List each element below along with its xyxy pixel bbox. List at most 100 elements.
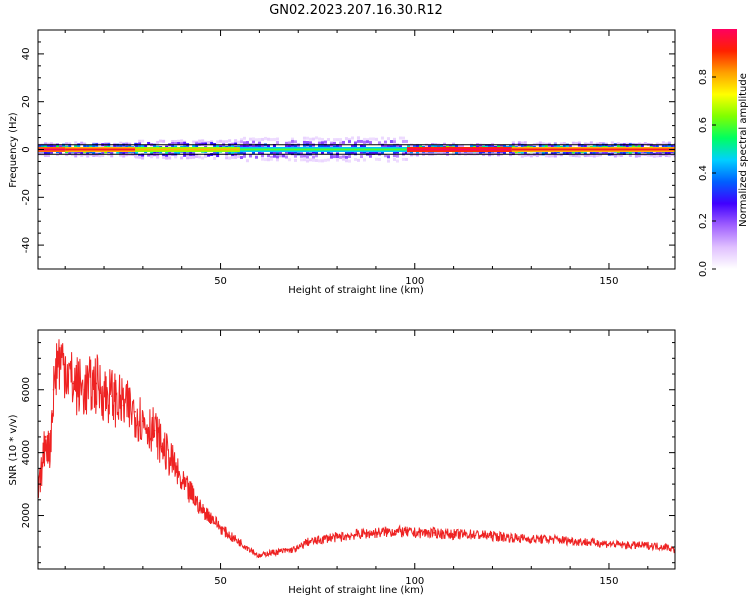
heatmap-cell xyxy=(141,139,145,143)
heatmap-cell xyxy=(128,142,132,146)
heatmap-cell xyxy=(150,150,154,154)
heatmap-cell xyxy=(406,151,410,155)
heatmap-cell xyxy=(201,139,205,143)
heatmap-cell xyxy=(260,143,264,147)
heatmap-cell xyxy=(189,156,193,160)
snr-point xyxy=(48,451,51,454)
heatmap-cell xyxy=(156,153,160,157)
heatmap-cell xyxy=(556,145,560,149)
heatmap-cell xyxy=(207,153,211,157)
heatmap-cell xyxy=(138,142,142,146)
heatmap-cell xyxy=(484,150,488,154)
heatmap-cell xyxy=(302,154,306,158)
heatmap-cell xyxy=(341,155,345,159)
heatmap-cell xyxy=(359,150,363,154)
heatmap-cell xyxy=(335,158,339,162)
heatmap-cell xyxy=(392,157,396,161)
colorbar: 0.0 0.2 0.4 0.6 0.8 Normalized spectral ampl… xyxy=(698,29,749,277)
heatmap-cell xyxy=(451,144,455,148)
heatmap-cell xyxy=(389,145,393,149)
heatmap-cell xyxy=(362,145,366,149)
heatmap-cell xyxy=(640,143,644,147)
heatmap-cell xyxy=(305,152,309,156)
heatmap-cell xyxy=(86,154,90,158)
heatmap-cell xyxy=(44,142,47,146)
heatmap-cell xyxy=(119,151,123,155)
y-tick-label: 0 xyxy=(21,146,32,152)
heatmap-cell xyxy=(577,154,581,158)
heatmap-cell xyxy=(216,144,220,148)
heatmap-cell xyxy=(228,139,232,143)
heatmap-cell xyxy=(174,142,178,146)
heatmap-cell xyxy=(242,145,246,149)
heatmap-cell xyxy=(622,151,626,155)
heatmap-cell xyxy=(308,141,312,145)
heatmap-cell xyxy=(278,151,282,155)
heatmap-cell xyxy=(198,155,202,159)
heatmap-cell xyxy=(356,139,360,143)
heatmap-cell xyxy=(368,141,372,145)
snr-point xyxy=(627,544,630,547)
heatmap-cell xyxy=(350,144,354,148)
heatmap-cell xyxy=(580,144,584,148)
heatmap-cell xyxy=(216,154,220,158)
heatmap-cell xyxy=(553,143,557,147)
heatmap-cell xyxy=(272,151,276,155)
heatmap-cell xyxy=(371,137,375,141)
heatmap-cell xyxy=(56,151,59,155)
heatmap-cell xyxy=(356,136,360,140)
heatmap-cell xyxy=(535,154,539,158)
heatmap-cell xyxy=(275,141,279,145)
heatmap-cell xyxy=(377,158,381,162)
heatmap-cell xyxy=(320,151,324,155)
heatmap-cell xyxy=(59,151,62,155)
heatmap-cell xyxy=(667,141,671,145)
heatmap-cell xyxy=(550,154,554,158)
heatmap-cell xyxy=(392,140,396,144)
heatmap-cell xyxy=(544,150,548,154)
x-tick-label: 50 xyxy=(214,276,227,287)
colorbar-gradient xyxy=(712,29,737,269)
heatmap-cell xyxy=(341,157,345,161)
heatmap-cell xyxy=(586,153,590,157)
heatmap-cell xyxy=(502,144,506,148)
heatmap-cell xyxy=(234,142,238,146)
heatmap-cell xyxy=(311,158,315,162)
heatmap-cell xyxy=(433,144,437,148)
heatmap-cell xyxy=(601,141,605,145)
heatmap-cell xyxy=(547,154,551,158)
y-tick-label: -20 xyxy=(21,189,32,205)
heatmap-cell xyxy=(395,159,399,163)
heatmap-cell xyxy=(122,151,126,155)
heatmap-cell xyxy=(314,136,318,140)
heatmap-cell xyxy=(625,144,629,148)
heatmap-cell xyxy=(254,138,258,142)
heatmap-cell xyxy=(38,145,41,149)
heatmap-cell xyxy=(290,152,294,156)
heatmap-cell xyxy=(589,141,593,145)
heatmap-cell xyxy=(344,137,348,141)
heatmap-cell xyxy=(326,150,330,154)
heatmap-cell xyxy=(317,141,321,145)
heatmap-cell xyxy=(577,141,581,145)
heatmap-cell xyxy=(254,155,258,159)
heatmap-cell xyxy=(374,151,378,155)
heatmap-cell xyxy=(110,151,114,155)
snr-point xyxy=(413,532,416,534)
heatmap-cell xyxy=(649,153,653,157)
heatmap-cell xyxy=(293,154,297,158)
snr-point xyxy=(83,388,86,391)
heatmap-cell xyxy=(50,150,53,154)
heatmap-cell xyxy=(228,156,232,160)
heatmap-cell xyxy=(661,150,665,154)
snr-point xyxy=(530,538,533,540)
heatmap-cell xyxy=(183,153,187,157)
heatmap-cell xyxy=(646,153,650,157)
heatmap-cell xyxy=(392,137,396,141)
heatmap-cell xyxy=(245,144,249,148)
heatmap-cell xyxy=(192,144,196,148)
heatmap-cell xyxy=(418,151,422,155)
heatmap-cell xyxy=(484,144,488,148)
heatmap-cell xyxy=(347,138,351,142)
heatmap-cell xyxy=(198,139,202,143)
